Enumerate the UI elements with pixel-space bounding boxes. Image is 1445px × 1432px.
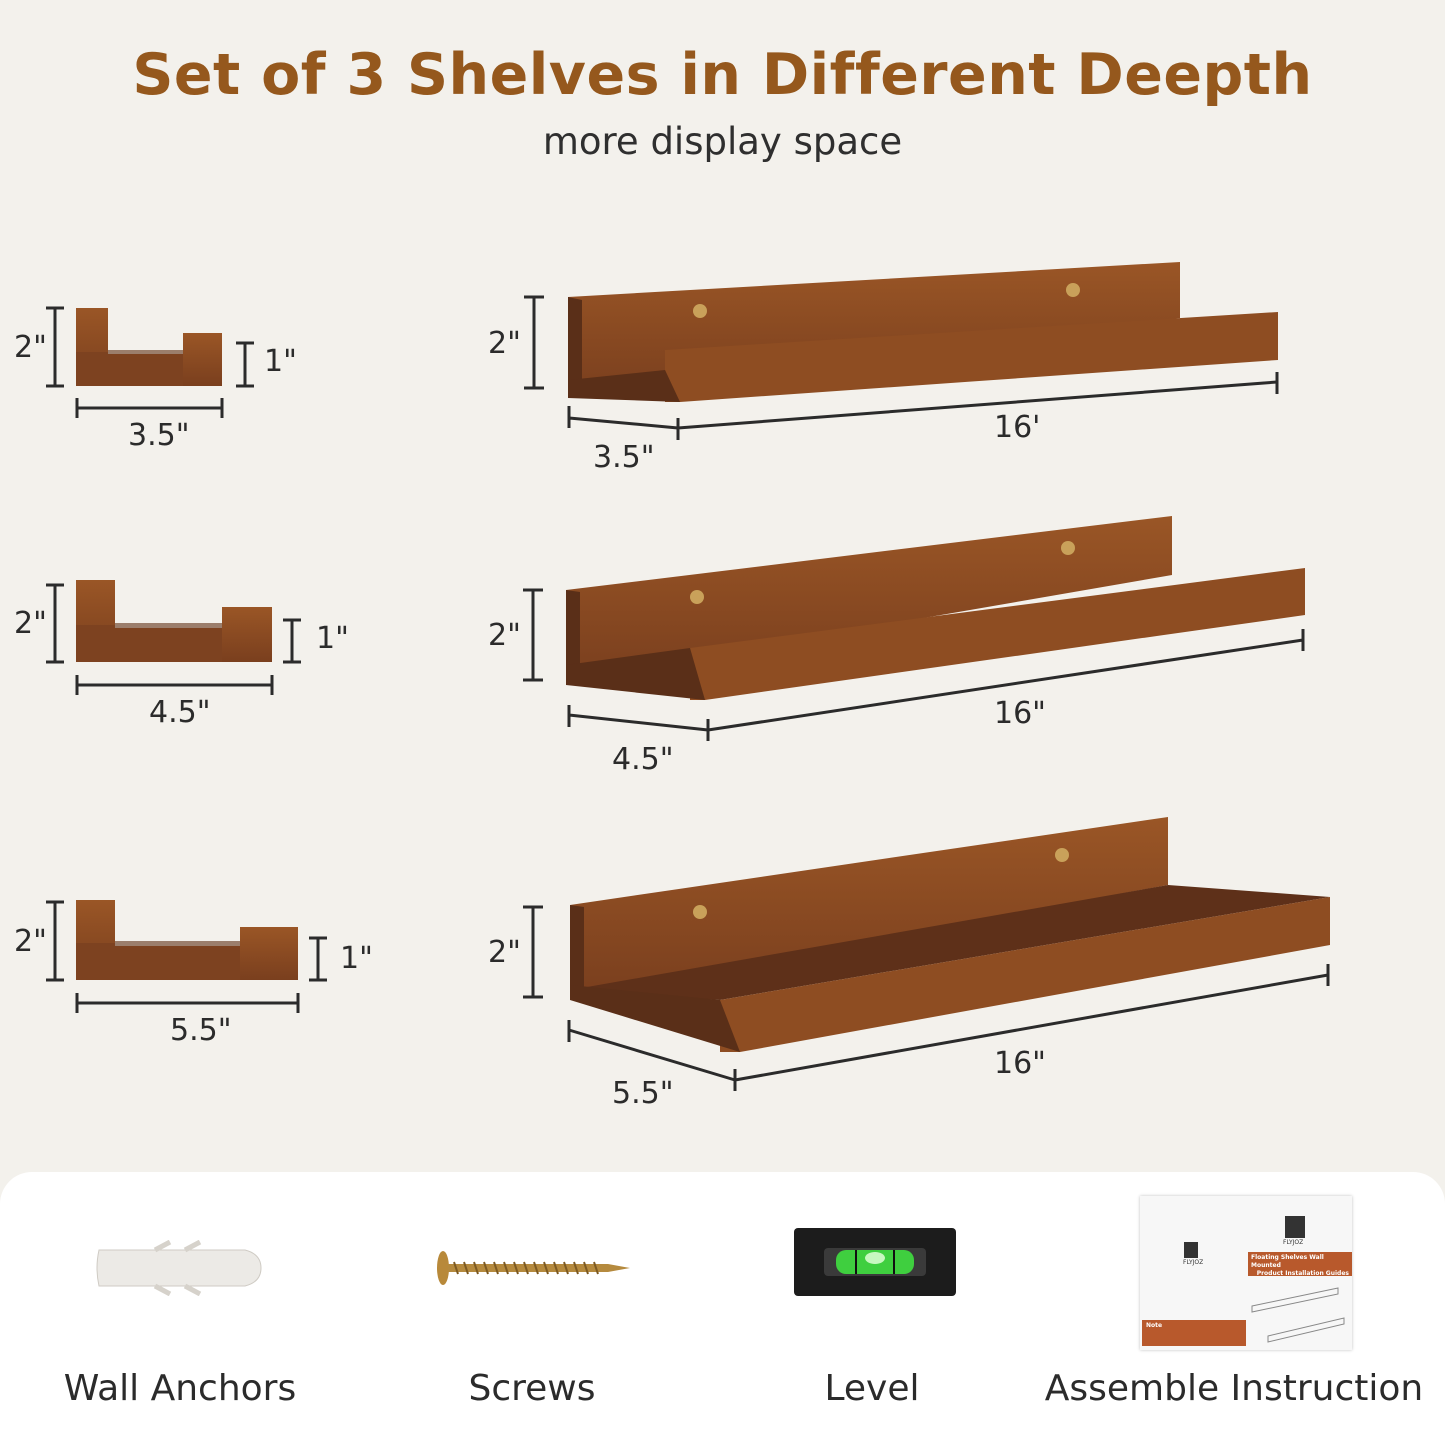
level-icon xyxy=(794,1228,956,1296)
screw-icon xyxy=(437,1251,630,1285)
lip-height-label-2: 1" xyxy=(316,621,349,656)
lip-height-label-3: 1" xyxy=(340,941,373,976)
side-height-label-1: 2" xyxy=(14,330,47,365)
height-3d-label-2: 2" xyxy=(488,618,521,653)
lip-height-label-1: 1" xyxy=(264,344,297,379)
shelf-3d-small xyxy=(568,262,1278,402)
depth-3d-label-3: 5.5" xyxy=(612,1076,674,1111)
shelf-cross-section-small xyxy=(76,308,222,386)
length-label-2: 16" xyxy=(994,696,1046,731)
depth-3d-label-1: 3.5" xyxy=(593,440,655,475)
height-3d-label-1: 2" xyxy=(488,326,521,361)
booklet-brand-right: FLYJOZ xyxy=(1283,1239,1304,1246)
booklet-title-1: Floating Shelves Wall Mounted xyxy=(1251,1254,1324,1269)
booklet-title-2: Product Installation Guides xyxy=(1256,1270,1349,1277)
wall-anchor-icon xyxy=(96,1240,262,1296)
depth-label-3: 5.5" xyxy=(170,1013,232,1048)
length-label-1: 16' xyxy=(994,410,1041,445)
side-height-label-3: 2" xyxy=(14,924,47,959)
page-subtitle: more display space xyxy=(542,120,903,163)
depth-label-2: 4.5" xyxy=(149,695,211,730)
instruction-booklet-icon: FLYJOZ FLYJOZ Floating Shelves Wall Moun… xyxy=(1140,1196,1352,1350)
booklet-brand-left: FLYJOZ xyxy=(1183,1259,1204,1266)
booklet-note: Note xyxy=(1142,1320,1246,1346)
shelf-cross-section-medium xyxy=(76,580,272,662)
shelf-cross-section-large xyxy=(76,900,298,980)
height-3d-label-3: 2" xyxy=(488,935,521,970)
accessory-label-wall-anchors: Wall Anchors xyxy=(63,1368,297,1409)
accessory-label-level: Level xyxy=(824,1368,920,1409)
shelf-3d-medium xyxy=(566,516,1305,700)
depth-label-1: 3.5" xyxy=(128,418,190,453)
booklet-shelf-drawing xyxy=(1251,1287,1345,1343)
accessory-label-screws: Screws xyxy=(468,1368,596,1409)
dimension-lines xyxy=(46,295,1330,1091)
page-title: Set of 3 Shelves in Different Deepth xyxy=(132,42,1313,108)
depth-3d-label-2: 4.5" xyxy=(612,742,674,777)
shelf-3d-large xyxy=(570,817,1330,1052)
length-label-3: 16" xyxy=(994,1046,1046,1081)
side-height-label-2: 2" xyxy=(14,606,47,641)
accessory-label-instruction: Assemble Instruction xyxy=(1044,1368,1424,1409)
